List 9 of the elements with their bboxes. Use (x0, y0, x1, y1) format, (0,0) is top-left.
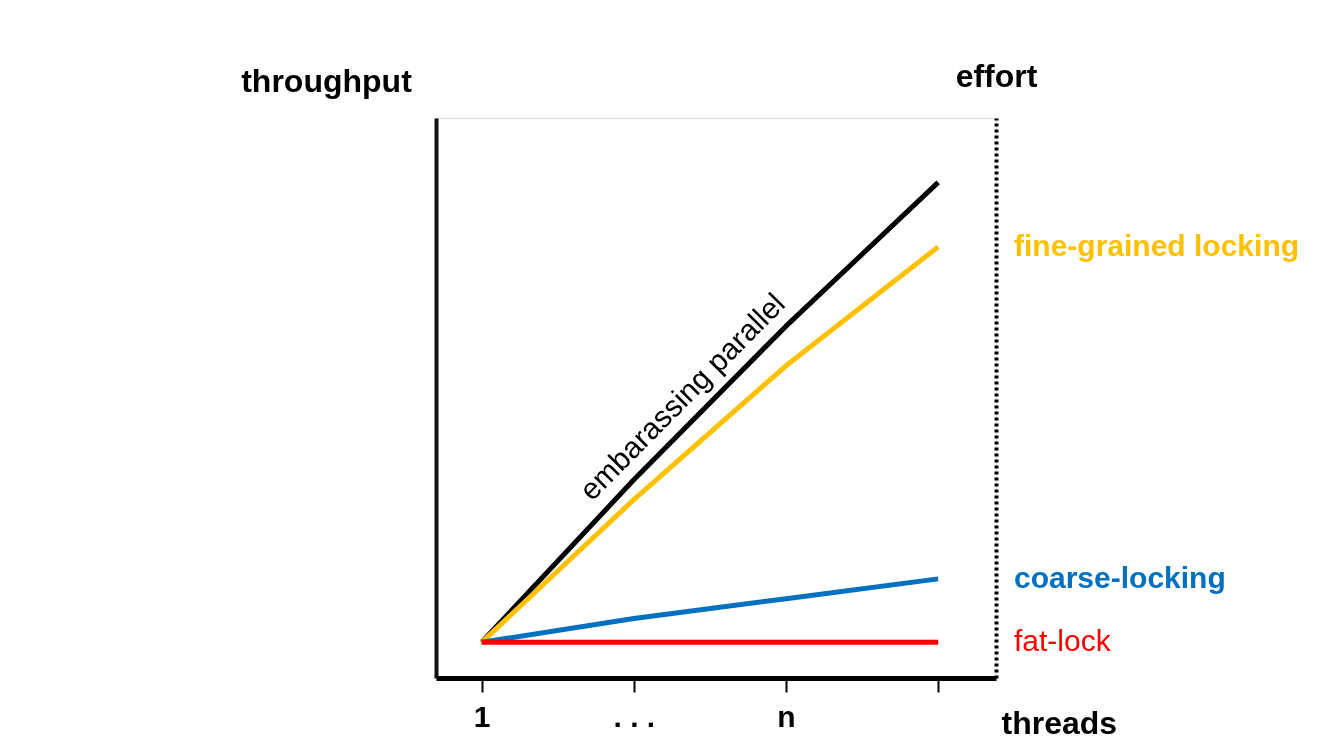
text: coarse-locking (1014, 560, 1226, 594)
text: fine-grained locking (1014, 228, 1300, 262)
text: fat-lock (1014, 624, 1112, 658)
y2-axis-title: effort (955, 57, 1038, 94)
x-tick-label: . . . (613, 699, 656, 733)
x-tick-label: 1 (473, 699, 491, 733)
x-axis-title: threads (1001, 704, 1118, 741)
y-axis-title: throughput (241, 62, 413, 99)
x-tick-label: n (777, 699, 796, 733)
